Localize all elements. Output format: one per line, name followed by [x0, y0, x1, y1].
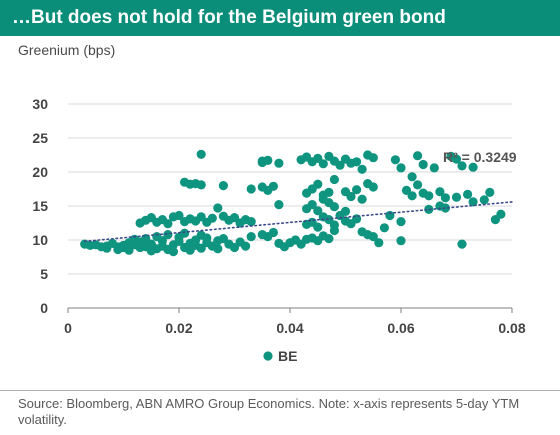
data-point: [313, 206, 323, 216]
data-point: [329, 220, 339, 230]
data-point: [435, 187, 445, 197]
data-point: [163, 230, 173, 240]
data-point: [407, 191, 417, 201]
data-point: [479, 195, 489, 205]
data-point: [451, 192, 462, 202]
x-tick-label: 0: [64, 320, 72, 336]
data-point: [218, 181, 228, 191]
data-point: [374, 238, 384, 248]
data-point: [157, 236, 167, 246]
y-tick-label: 15: [32, 198, 48, 214]
data-point: [241, 241, 251, 251]
r-squared-label: R² = 0.3249: [443, 149, 517, 165]
data-point: [396, 163, 406, 173]
data-point: [413, 151, 423, 161]
y-tick-label: 20: [32, 164, 48, 180]
trendline: R² = 0.3249: [83, 149, 517, 243]
data-point: [379, 223, 389, 233]
y-axis-unit-label: Greenium (bps): [18, 42, 116, 58]
data-point: [180, 228, 190, 238]
data-point: [324, 234, 334, 244]
gridlines: [68, 103, 512, 275]
data-point: [451, 154, 462, 164]
data-point: [202, 233, 212, 243]
data-point: [329, 202, 339, 212]
data-point: [329, 174, 339, 185]
x-tick-label: 0.06: [387, 320, 414, 336]
legend: BE: [263, 348, 297, 364]
data-point: [352, 185, 362, 195]
data-point: [268, 227, 278, 238]
y-tick-label: 30: [32, 96, 48, 112]
data-point: [318, 159, 328, 169]
data-point: [457, 161, 467, 171]
data-point: [335, 160, 345, 170]
data-point: [385, 210, 395, 221]
data-point: [324, 187, 334, 197]
y-tick-label: 0: [40, 300, 48, 316]
data-point: [246, 184, 256, 194]
data-point: [307, 200, 317, 210]
data-point: [407, 172, 417, 182]
data-point: [213, 203, 223, 213]
data-point: [340, 206, 351, 216]
y-tick-label: 25: [32, 130, 48, 146]
data-point: [213, 244, 223, 254]
data-point: [174, 210, 184, 221]
data-point: [196, 180, 206, 190]
data-point: [396, 217, 406, 227]
x-tick-label: 0.02: [165, 320, 192, 336]
legend-marker-be: [263, 351, 273, 361]
data-point: [352, 157, 362, 167]
data-point: [313, 222, 323, 232]
y-tick-label: 10: [32, 232, 48, 248]
data-point: [168, 247, 178, 257]
data-point: [357, 194, 367, 204]
data-point: [246, 232, 256, 242]
footer-divider: [0, 390, 560, 391]
data-point: [246, 217, 256, 227]
data-point: [268, 181, 278, 191]
x-tick-label: 0.04: [276, 320, 303, 336]
data-point: [468, 162, 478, 172]
data-point: [440, 193, 450, 203]
series-be-points: [80, 149, 506, 257]
data-point: [274, 200, 284, 210]
data-point: [496, 209, 506, 219]
data-point: [429, 163, 439, 173]
data-point: [313, 179, 323, 189]
data-point: [413, 180, 423, 190]
data-point: [424, 191, 434, 201]
data-point: [390, 155, 400, 165]
data-point: [368, 153, 378, 163]
x-tick-label: 0.08: [498, 320, 525, 336]
scatter-chart: 0 5 10 15 20 25 30 0 0.02 0.04 0.06 0.08 R² = 0.324…: [32, 96, 525, 364]
data-point: [163, 219, 173, 229]
legend-label-be: BE: [278, 348, 297, 364]
data-point: [357, 164, 367, 174]
data-point: [368, 232, 378, 242]
data-point: [468, 197, 478, 207]
data-point: [368, 182, 378, 192]
data-point: [207, 213, 217, 223]
data-point: [463, 189, 473, 199]
y-tick-label: 5: [40, 266, 48, 282]
data-point: [263, 155, 273, 165]
data-point: [485, 187, 495, 197]
data-point: [346, 191, 356, 202]
data-point: [274, 158, 284, 168]
chart-title: …But does not hold for the Belgium green…: [0, 0, 560, 36]
trendline-line: [83, 201, 513, 243]
data-point: [457, 239, 467, 249]
data-point: [196, 149, 206, 159]
source-note: Source: Bloomberg, ABN AMRO Group Econom…: [18, 396, 520, 427]
data-point: [396, 236, 406, 246]
axes: 0 5 10 15 20 25 30 0 0.02 0.04 0.06 0.08: [32, 96, 525, 336]
data-point: [424, 204, 434, 214]
data-point: [418, 159, 428, 170]
